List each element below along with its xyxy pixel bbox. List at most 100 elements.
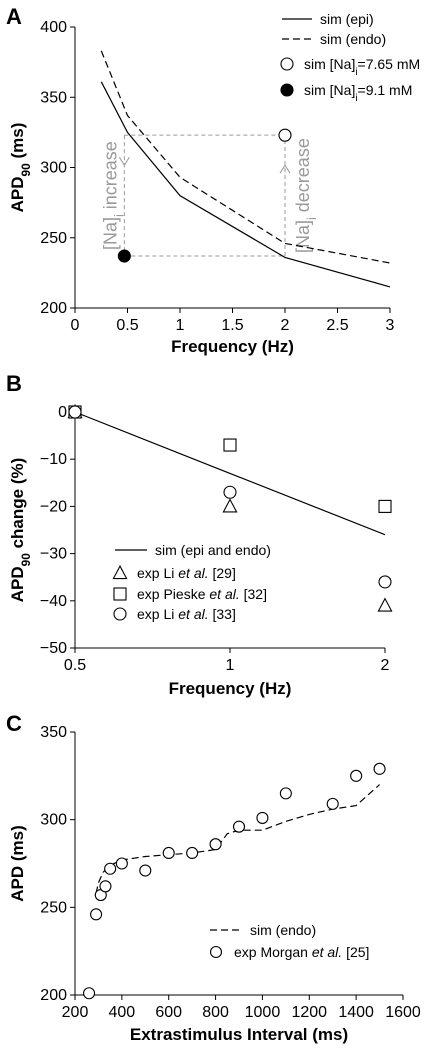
data-point-morgan bbox=[326, 797, 339, 810]
legend-label-morgan: exp Morgan et al. [25] bbox=[234, 944, 369, 960]
chart-C-axes: 200 400 600 800 1000 1200 1400 1600 200 250 300 350 bbox=[40, 724, 421, 1021]
y-tick-label: 350 bbox=[40, 724, 67, 741]
legend-label-exp-0-part: et al. bbox=[178, 565, 208, 581]
x-tick-label: 1 bbox=[226, 657, 235, 674]
y-tick-label: 250 bbox=[40, 230, 67, 247]
series-line-sim bbox=[74, 411, 386, 536]
series-line-epi bbox=[100, 81, 391, 288]
legend-label-morgan-part: exp Morgan bbox=[234, 944, 312, 960]
legend-marker-open-circle bbox=[113, 607, 127, 621]
y-tick-label: 300 bbox=[40, 160, 67, 177]
y-tick-label: 200 bbox=[40, 987, 67, 1004]
y-axis-title-a-part: (ms) bbox=[8, 123, 27, 164]
x-tick-label: 200 bbox=[62, 1004, 89, 1021]
y-axis-title-a-part: APD bbox=[8, 176, 27, 212]
y-tick-label: −50 bbox=[40, 640, 67, 657]
legend-label-exp-0-part: [29] bbox=[209, 565, 236, 581]
x-tick-label: 1600 bbox=[385, 1004, 421, 1021]
y-tick-label: 300 bbox=[40, 812, 67, 829]
legend-label-exp-1-part: et al. bbox=[209, 586, 239, 602]
y-axis-title-a-part: 90 bbox=[19, 163, 33, 177]
legend-label-exp-2: exp Li et al. [33] bbox=[137, 606, 236, 622]
legend-marker-open-triangle bbox=[112, 564, 128, 580]
data-point-morgan bbox=[115, 857, 128, 870]
legend-label-exp-2-part: exp Li bbox=[137, 606, 178, 622]
x-tick-label: 800 bbox=[202, 1004, 229, 1021]
annotation-nai-increase: [Na]i increase bbox=[100, 141, 126, 250]
legend-marker-open-square bbox=[113, 587, 127, 601]
series-line-endo bbox=[100, 50, 391, 264]
data-point-open-square-1 bbox=[223, 438, 237, 452]
arrow-decrease-head bbox=[279, 164, 291, 174]
x-tick-label: 0.5 bbox=[64, 657, 86, 674]
y-tick-label: 250 bbox=[40, 899, 67, 916]
legend-label-exp-1-part: [32] bbox=[240, 586, 267, 602]
legend-label-morgan-part: [25] bbox=[342, 944, 369, 960]
legend-label-exp-2-part: [33] bbox=[209, 606, 236, 622]
legend-marker-nai-1 bbox=[280, 83, 294, 97]
data-point-open-circle-2 bbox=[223, 485, 237, 499]
data-point-open-triangle-0 bbox=[222, 498, 238, 513]
data-point-morgan bbox=[90, 908, 103, 921]
data-point-morgan bbox=[350, 769, 363, 782]
x-tick-label: 0.5 bbox=[116, 317, 138, 334]
data-point-morgan bbox=[139, 864, 152, 877]
data-point-morgan bbox=[232, 820, 246, 833]
legend-label-exp-0-part: exp Li bbox=[137, 565, 178, 581]
data-point-morgan bbox=[209, 838, 222, 851]
x-tick-label: 1400 bbox=[338, 1004, 374, 1021]
legend-label-nai-0-part: i bbox=[355, 67, 357, 78]
legend-label-nai-0-part: =7.65 mM bbox=[358, 56, 421, 72]
panel-label-c: C bbox=[6, 711, 22, 736]
legend-label-sim: sim (epi and endo) bbox=[155, 542, 271, 558]
y-axis-title-b-part: 90 bbox=[19, 553, 33, 567]
arrow-increase-head bbox=[118, 156, 130, 167]
y-tick-label: 400 bbox=[40, 19, 67, 36]
legend-label-nai-0: sim [Na]i=7.65 mM bbox=[304, 56, 420, 78]
panel-label-b: B bbox=[6, 371, 22, 396]
x-tick-label: 2.5 bbox=[326, 317, 348, 334]
x-tick-label: 1 bbox=[176, 317, 185, 334]
legend-label-morgan-part: et al. bbox=[312, 944, 342, 960]
y-tick-label: −30 bbox=[40, 546, 67, 563]
legend-label-nai-1-part: sim [Na] bbox=[304, 82, 355, 98]
y-tick-label: −10 bbox=[40, 451, 67, 468]
data-point-morgan bbox=[99, 880, 112, 893]
annotation-nai-increase-part: [Na] bbox=[100, 217, 120, 250]
annotation-nai-decrease: [Na]i decrease bbox=[293, 138, 319, 253]
y-tick-label: −40 bbox=[40, 593, 67, 610]
chart-B-axes: 0.5 1 2 0 −10 −20 −30 −40 −50 bbox=[40, 404, 390, 674]
data-point-open-circle-2 bbox=[68, 405, 82, 419]
annotation-nai-increase-part: i bbox=[112, 214, 126, 217]
legend-marker-nai-0 bbox=[280, 57, 294, 71]
data-point-morgan bbox=[83, 987, 96, 1000]
legend-label-exp-2-part: et al. bbox=[178, 606, 208, 622]
data-point-open-triangle-0 bbox=[377, 597, 393, 612]
data-point-morgan bbox=[279, 787, 292, 800]
legend-marker-morgan bbox=[209, 945, 223, 959]
chart-A-axes: 0 0.5 1 1.5 2 2.5 3 200 250 300 350 400 bbox=[40, 19, 394, 334]
panel-label-a: A bbox=[6, 4, 22, 29]
x-tick-label: 1.5 bbox=[221, 317, 243, 334]
data-point-nai-low bbox=[278, 128, 292, 142]
data-point-morgan bbox=[104, 862, 117, 875]
y-axis-title-a: APD90 (ms) bbox=[8, 123, 33, 213]
data-point-open-circle-2 bbox=[378, 575, 392, 589]
x-tick-label: 2 bbox=[281, 317, 290, 334]
annotation-nai-decrease-part: i bbox=[305, 217, 319, 220]
legend-label-exp-0: exp Li et al. [29] bbox=[137, 565, 236, 581]
data-point-open-square-1 bbox=[378, 499, 392, 513]
data-point-morgan bbox=[162, 846, 175, 860]
x-tick-label: 1000 bbox=[245, 1004, 281, 1021]
y-tick-label: 0 bbox=[58, 404, 67, 421]
x-tick-label: 0 bbox=[71, 317, 80, 334]
x-tick-label: 600 bbox=[155, 1004, 182, 1021]
x-axis-title-b: Frequency (Hz) bbox=[169, 679, 292, 698]
x-tick-label: 3 bbox=[386, 317, 395, 334]
legend-label-nai-1-part: i bbox=[355, 93, 357, 104]
y-axis-title-b-part: APD bbox=[8, 566, 27, 602]
data-point-morgan bbox=[256, 811, 269, 824]
legend-label-nai-0-part: sim [Na] bbox=[304, 56, 355, 72]
x-tick-label: 400 bbox=[109, 1004, 136, 1021]
data-point-morgan bbox=[373, 762, 386, 775]
